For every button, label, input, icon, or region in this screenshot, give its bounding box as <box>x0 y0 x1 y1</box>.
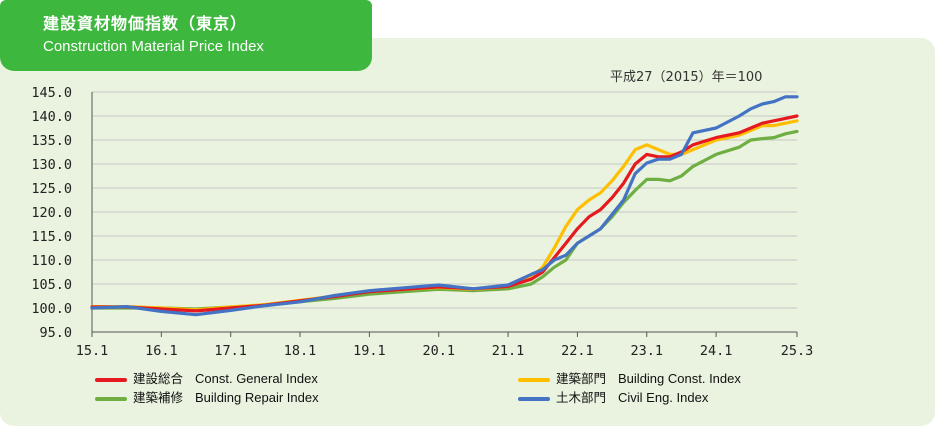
chart-title-jp: 建設資材物価指数（東京） <box>43 14 248 33</box>
legend-swatch-general <box>95 377 127 382</box>
chart-title-en: Construction Material Price Index <box>43 38 264 55</box>
legend-swatch-civil <box>518 396 550 401</box>
x-tick-label: 16.1 <box>145 343 178 359</box>
legend-label-civil-en: Civil Eng. Index <box>618 390 709 405</box>
legend-item-civil: 土木部門 Civil Eng. Index <box>518 387 708 406</box>
y-tick-label: 95.0 <box>39 325 72 341</box>
y-tick-label: 130.0 <box>31 157 72 173</box>
y-tick-label: 140.0 <box>31 109 72 125</box>
y-tick-label: 120.0 <box>31 205 72 221</box>
y-tick-label: 145.0 <box>31 85 72 101</box>
legend-swatch-building <box>518 377 550 382</box>
series-line-1 <box>90 119 799 312</box>
x-tick-label: 23.1 <box>630 343 663 359</box>
y-tick-label: 135.0 <box>31 133 72 149</box>
legend-label-civil-jp: 土木部門 <box>556 390 607 405</box>
series-line-3 <box>90 95 799 317</box>
x-tick-label: 19.1 <box>353 343 386 359</box>
base-year-note: 平成27（2015）年＝100 <box>610 70 763 85</box>
x-tick-label: 15.1 <box>76 343 109 359</box>
chart-panel <box>0 38 935 426</box>
y-tick-label: 105.0 <box>31 277 72 293</box>
legend-item-repair: 建築補修 Building Repair Index <box>95 387 319 406</box>
x-tick-label: 18.1 <box>284 343 317 359</box>
x-tick-label: 17.1 <box>214 343 247 359</box>
legend-label-repair-en: Building Repair Index <box>195 390 319 405</box>
legend-label-building-en: Building Const. Index <box>618 371 741 386</box>
title-box: 建設資材物価指数（東京） Construction Material Price… <box>0 0 372 71</box>
x-tick-label: 24.1 <box>700 343 733 359</box>
legend-item-building: 建築部門 Building Const. Index <box>518 368 741 387</box>
x-tick-label: 21.1 <box>492 343 525 359</box>
y-tick-label: 115.0 <box>31 229 72 245</box>
series-line-0 <box>90 114 799 313</box>
legend-swatch-repair <box>95 396 127 401</box>
legend-item-general: 建設総合 Const. General Index <box>95 368 318 387</box>
y-tick-label: 110.0 <box>31 253 72 269</box>
series-line-2 <box>90 129 799 311</box>
y-tick-label: 100.0 <box>31 301 72 317</box>
x-tick-label: 25.3 <box>781 343 814 359</box>
legend-label-building-jp: 建築部門 <box>556 371 607 386</box>
y-tick-label: 125.0 <box>31 181 72 197</box>
legend-label-repair-jp: 建築補修 <box>133 390 184 405</box>
x-tick-label: 20.1 <box>422 343 455 359</box>
legend-label-general-en: Const. General Index <box>195 371 318 386</box>
x-tick-label: 22.1 <box>561 343 594 359</box>
legend-label-general-jp: 建設総合 <box>133 371 184 386</box>
